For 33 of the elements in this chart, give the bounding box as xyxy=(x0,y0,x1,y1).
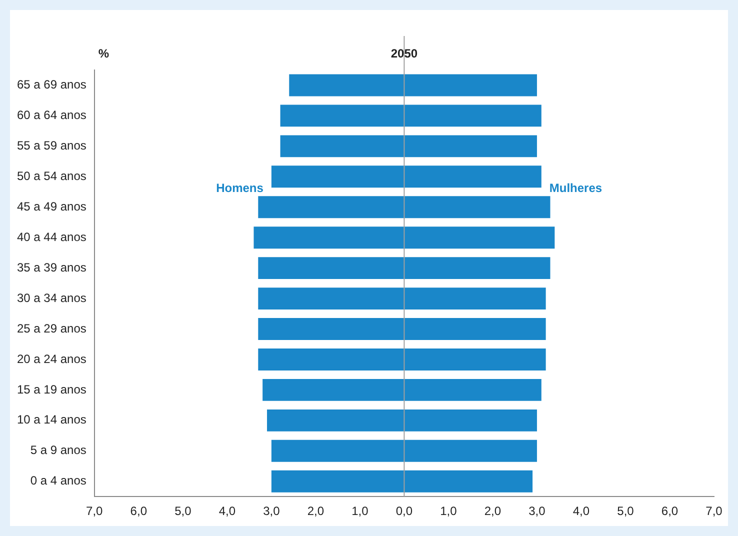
x-axis-title: % xyxy=(98,46,110,60)
y-tick-label: 5 a 9 anos xyxy=(30,443,86,458)
y-tick-label: 10 a 14 anos xyxy=(16,412,86,427)
x-tick-label: 7,0 xyxy=(706,504,723,518)
x-tick-label: 1,0 xyxy=(352,504,369,518)
x-tick-label: 1,0 xyxy=(440,504,458,518)
y-tick-label: 60 a 64 anos xyxy=(16,108,86,122)
x-tick-label: 5,0 xyxy=(617,504,634,518)
x-tick-label: 2,0 xyxy=(484,504,502,518)
y-tick-label: 65 a 69 anos xyxy=(16,78,86,92)
y-tick-label: 30 a 34 anos xyxy=(16,290,86,305)
x-tick-label: 4,0 xyxy=(218,504,236,518)
y-tick-label: 15 a 19 anos xyxy=(16,382,86,396)
x-tick-label: 6,0 xyxy=(130,504,148,518)
x-tick-label: 3,0 xyxy=(263,504,280,518)
x-tick-label: 3,0 xyxy=(528,504,546,518)
x-tick-label: 4,0 xyxy=(572,504,590,518)
y-tick-label: 45 a 49 anos xyxy=(16,199,86,214)
y-tick-label: 0 a 4 anos xyxy=(30,474,86,488)
x-tick-label: 0,0 xyxy=(396,504,413,518)
y-tick-label: 55 a 59 anos xyxy=(16,138,86,152)
series-label: Mulheres xyxy=(549,181,602,196)
x-tick-label: 7,0 xyxy=(86,504,104,518)
y-tick-label: 40 a 44 anos xyxy=(16,230,86,244)
x-tick-label: 5,0 xyxy=(174,504,192,518)
y-tick-label: 25 a 29 anos xyxy=(16,321,86,336)
y-tick-label: 50 a 54 anos xyxy=(16,168,86,183)
y-tick-label: 20 a 24 anos xyxy=(16,352,86,366)
chart-title: 2050 xyxy=(390,46,418,60)
x-tick-label: 6,0 xyxy=(661,504,678,518)
series-label: Homens xyxy=(216,181,264,196)
x-tick-label: 2,0 xyxy=(307,504,324,518)
y-tick-label: 35 a 39 anos xyxy=(16,260,86,274)
